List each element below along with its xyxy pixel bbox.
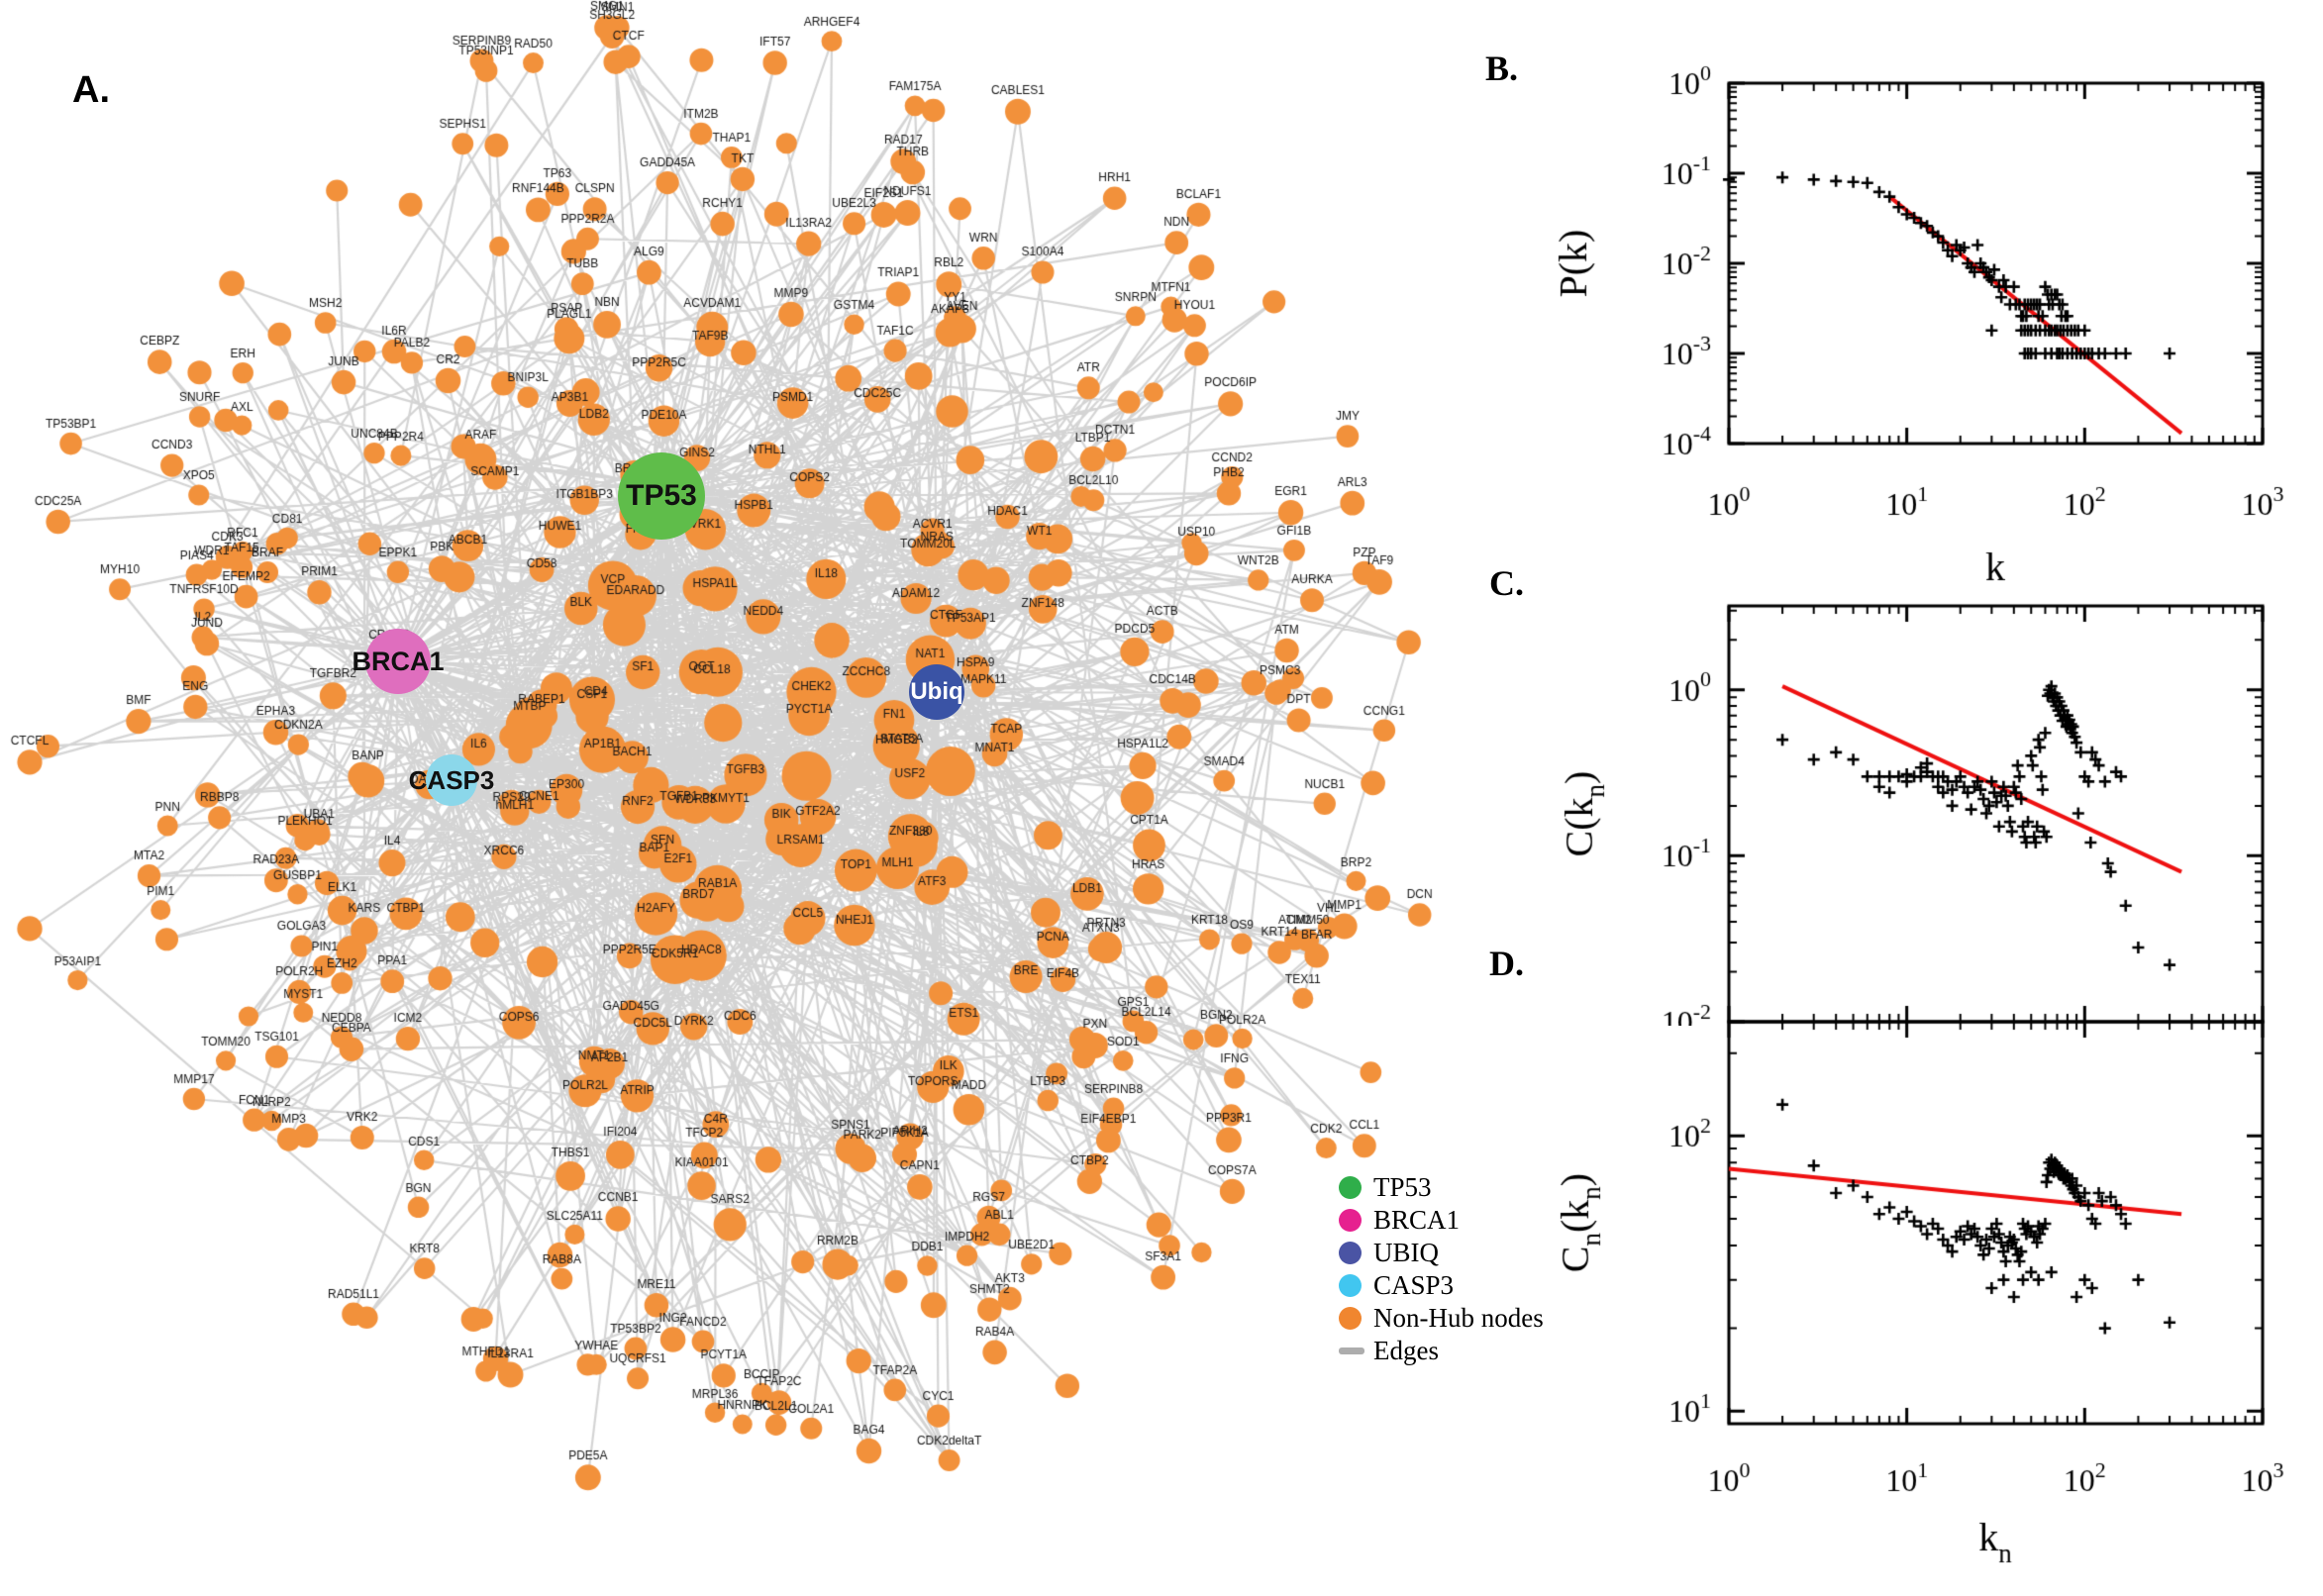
hub-node-tp53: TP53 bbox=[618, 452, 705, 540]
network-legend: TP53 BRCA1 UBIQ CASP3 Non-Hub nodes Edge… bbox=[1339, 1171, 1544, 1367]
brca1-swatch-icon bbox=[1339, 1209, 1362, 1232]
legend-item-tp53: TP53 bbox=[1339, 1171, 1544, 1204]
casp3-swatch-icon bbox=[1339, 1274, 1362, 1297]
tp53-swatch-icon bbox=[1339, 1176, 1362, 1199]
legend-item-brca1: BRCA1 bbox=[1339, 1204, 1544, 1237]
legend-item-edges: Edges bbox=[1339, 1335, 1544, 1367]
hub-label-tp53: TP53 bbox=[626, 479, 697, 512]
degree-distribution-plot bbox=[1475, 20, 2323, 614]
hub-node-casp3: CASP3 bbox=[409, 754, 494, 806]
legend-item-nonhub: Non-Hub nodes bbox=[1339, 1302, 1544, 1335]
legend-label: TP53 bbox=[1373, 1172, 1432, 1202]
legend-item-casp3: CASP3 bbox=[1339, 1269, 1544, 1302]
clustering-coefficient-plot bbox=[1475, 594, 2323, 1026]
panel-a-label: A. bbox=[72, 69, 110, 111]
hub-node-brca1: BRCA1 bbox=[353, 629, 445, 694]
legend-label: BRCA1 bbox=[1373, 1205, 1461, 1235]
legend-item-ubiq: UBIQ bbox=[1339, 1237, 1544, 1269]
edge-swatch-icon bbox=[1339, 1347, 1364, 1354]
legend-label: Edges bbox=[1373, 1336, 1439, 1365]
hub-label-ubiq: Ubiq bbox=[910, 678, 963, 705]
legend-label: Non-Hub nodes bbox=[1373, 1303, 1544, 1333]
hub-label-casp3: CASP3 bbox=[408, 764, 495, 795]
legend-label: CASP3 bbox=[1373, 1270, 1455, 1300]
legend-label: UBIQ bbox=[1373, 1238, 1439, 1267]
protein-interaction-network-graph bbox=[0, 0, 1485, 1596]
hub-label-brca1: BRCA1 bbox=[352, 646, 445, 676]
nonhub-swatch-icon bbox=[1339, 1307, 1362, 1330]
neighborhood-connectivity-plot bbox=[1475, 1018, 2323, 1596]
ubiq-swatch-icon bbox=[1339, 1242, 1362, 1264]
hub-node-ubiq: Ubiq bbox=[909, 664, 964, 720]
